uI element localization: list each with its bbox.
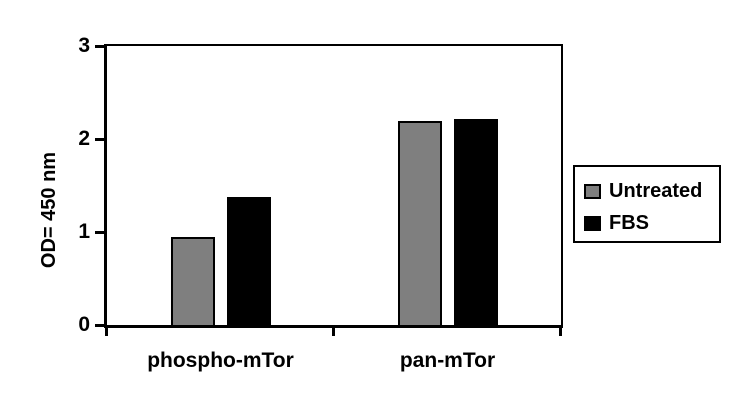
legend-swatch-icon <box>584 183 601 199</box>
legend-entry-fbs: FBS <box>584 207 715 239</box>
legend: Untreated FBS <box>573 165 721 243</box>
legend-label: Untreated <box>609 179 703 202</box>
y-axis-tick-label: 0 <box>78 313 90 336</box>
y-axis-tick <box>95 324 104 327</box>
y-axis-tick-label: 1 <box>78 220 90 243</box>
y-axis-tick-label: 2 <box>78 127 90 150</box>
category-label: pan-mTor <box>399 349 496 372</box>
x-axis-tick <box>332 328 335 336</box>
bar-untreated-phospho-mtor <box>170 236 215 325</box>
y-axis-tick <box>95 231 104 234</box>
category-label: phospho-mTor <box>147 349 294 372</box>
x-axis-tick <box>559 328 562 336</box>
x-axis-tick <box>105 328 108 336</box>
y-axis-tick <box>95 45 104 48</box>
bar-untreated-pan-mtor <box>397 121 442 325</box>
legend-label: FBS <box>609 211 649 234</box>
y-axis-title: OD= 450 nm <box>38 151 60 269</box>
legend-entry-untreated: Untreated <box>584 175 715 207</box>
bar-fbs-pan-mtor <box>453 118 498 325</box>
y-axis-tick <box>95 138 104 141</box>
bar-fbs-phospho-mtor <box>226 196 271 325</box>
y-axis-tick-label: 3 <box>78 34 90 57</box>
legend-swatch-icon <box>584 215 601 231</box>
